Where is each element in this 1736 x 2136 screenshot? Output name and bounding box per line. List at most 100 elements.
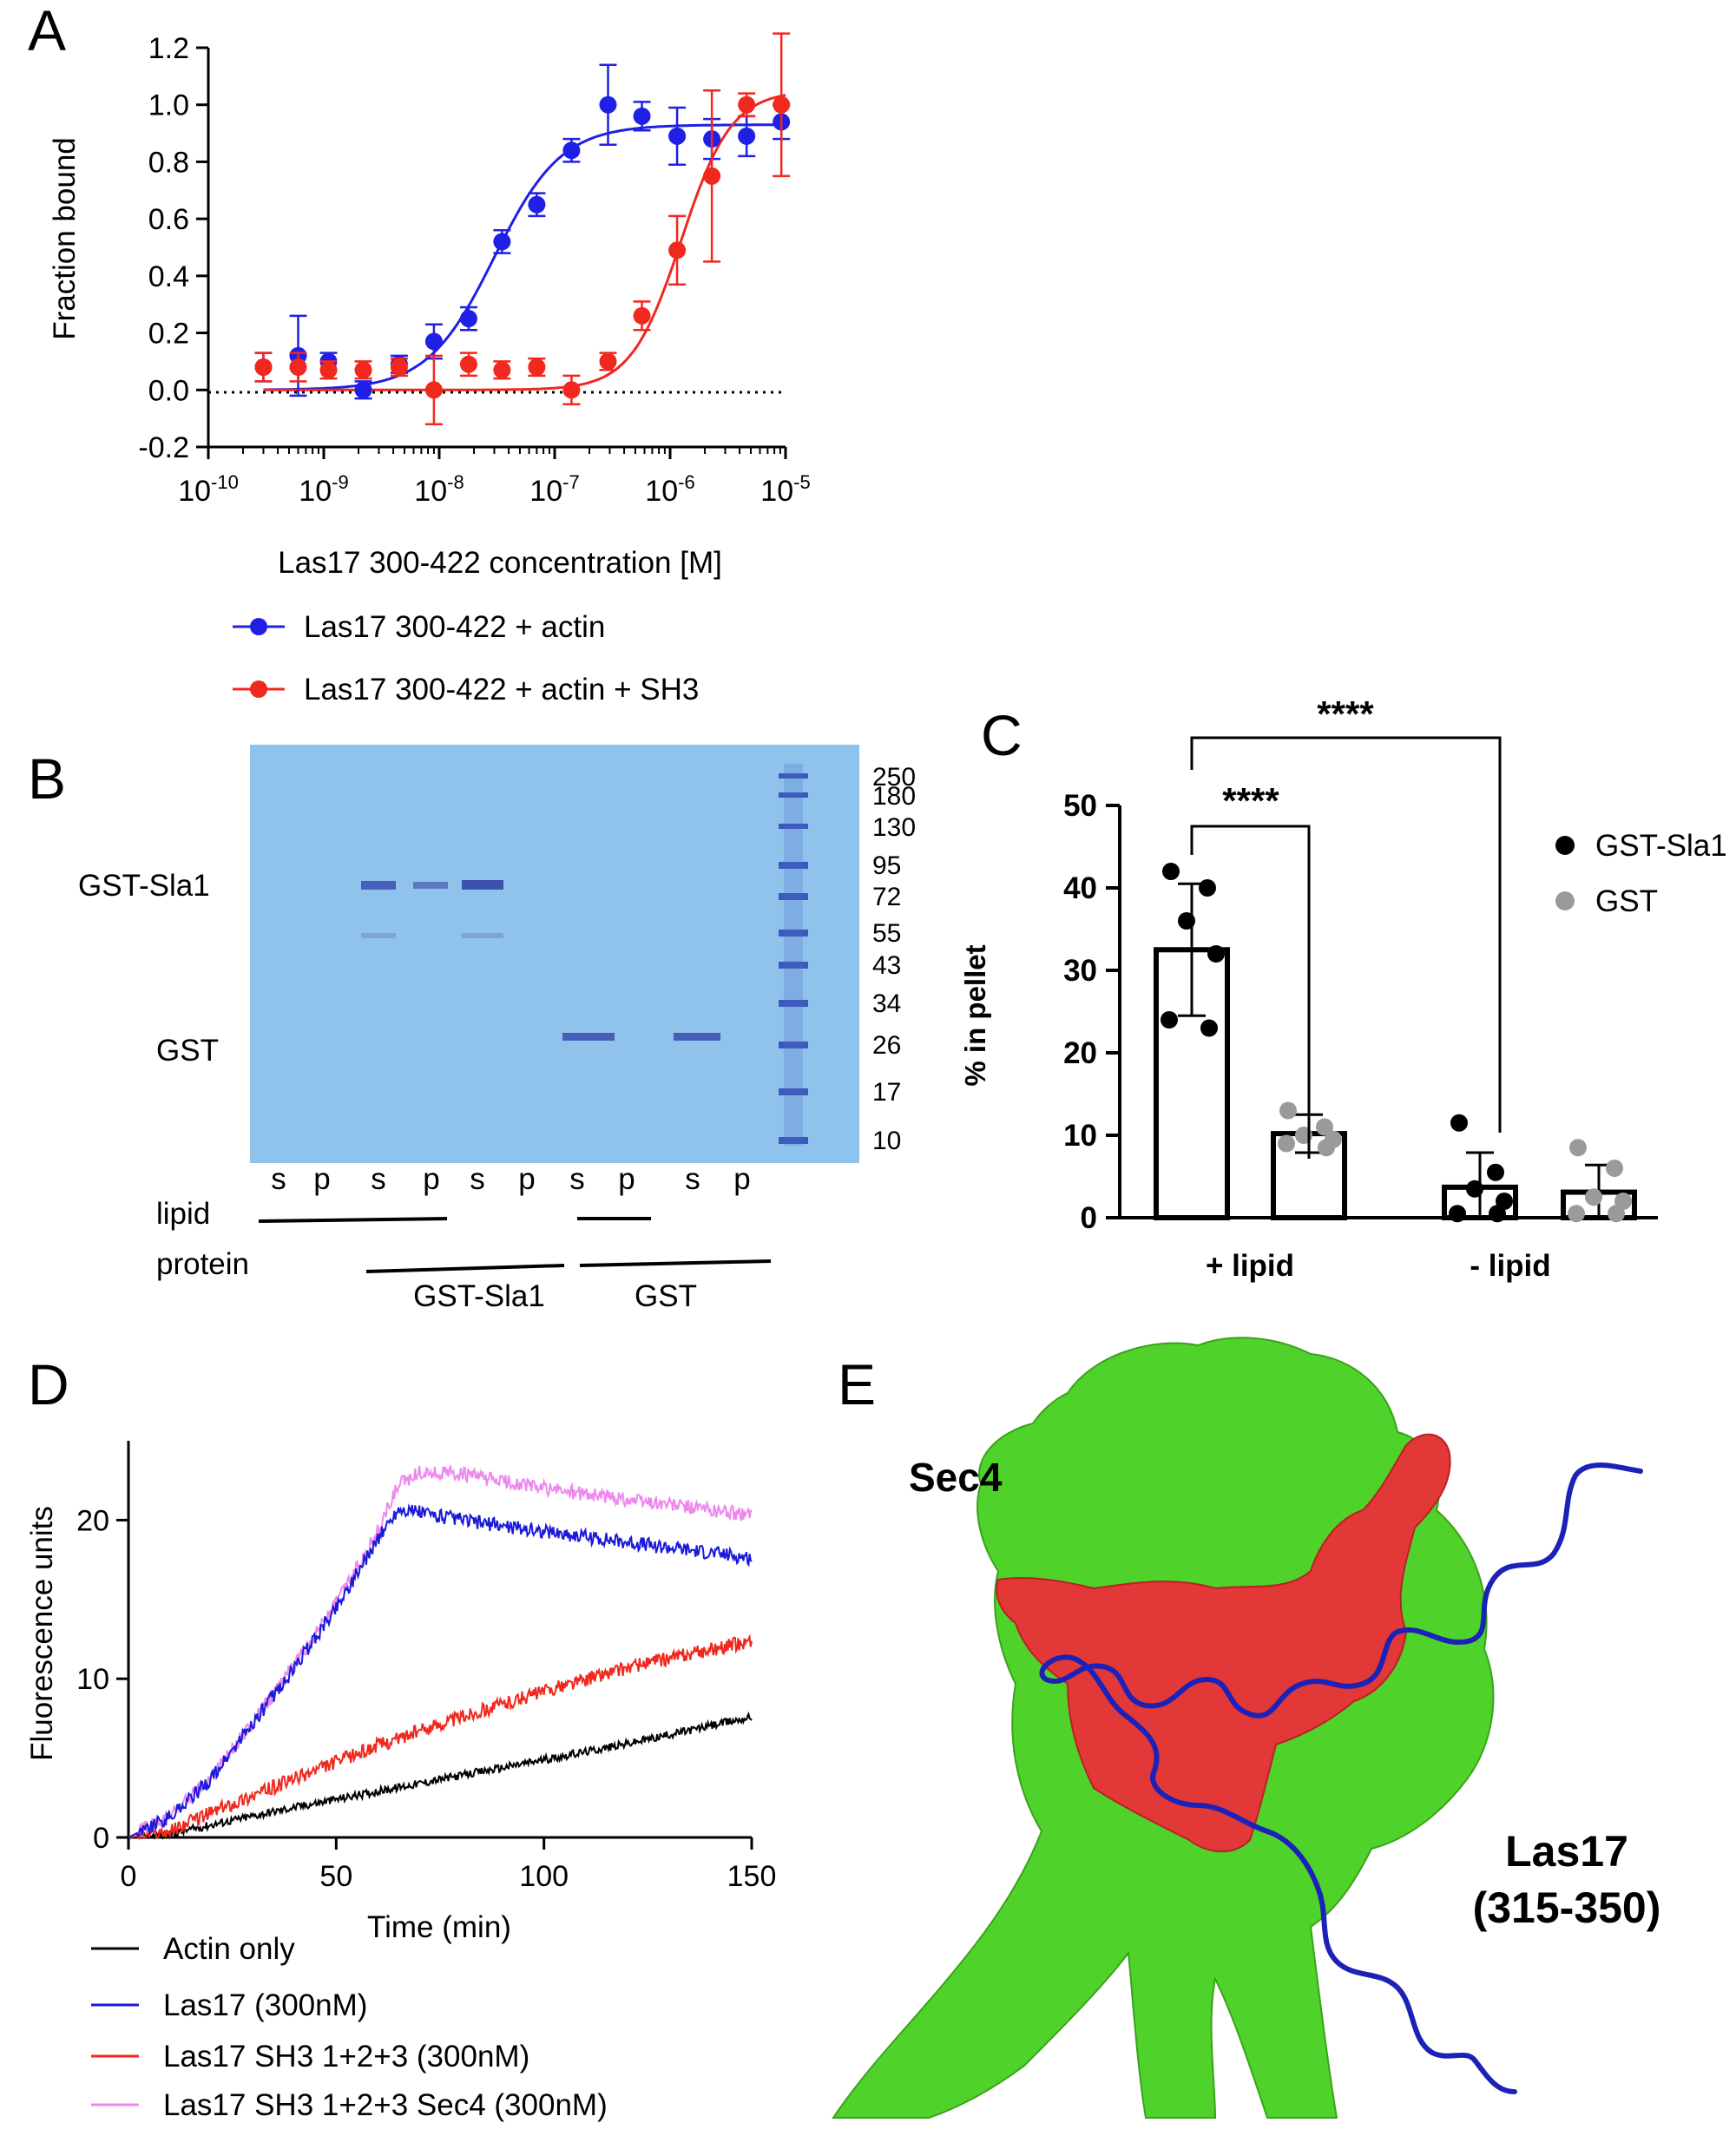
data-point <box>424 381 443 399</box>
data-point <box>1487 1163 1504 1181</box>
y-tick-label: 10 <box>1063 1119 1097 1153</box>
panel-letter-e: E <box>838 1352 876 1416</box>
y-tick-label: 40 <box>1063 871 1097 905</box>
data-point <box>254 358 273 376</box>
significance-bracket <box>1190 825 1311 1159</box>
data-point <box>459 355 477 373</box>
gel-band <box>562 1033 615 1041</box>
x-tick-label: 10-9 <box>299 471 348 508</box>
panel-c-y-axis-label: % in pellet <box>959 944 991 1086</box>
panel-c-group-label: + lipid <box>1206 1249 1294 1283</box>
panel-d-x-axis-label: Time (min) <box>367 1910 511 1944</box>
x-tick-label: 50 <box>319 1860 352 1893</box>
data-point <box>1606 1160 1623 1177</box>
data-point <box>1568 1205 1585 1223</box>
gel-row-label-lipid: lipid <box>156 1197 210 1231</box>
gel-lane-label: p <box>733 1162 750 1196</box>
y-tick-label: 0.8 <box>148 146 189 179</box>
legend-label: Las17 SH3 1+2+3 (300nM) <box>163 2040 529 2074</box>
gel-lane-label: s <box>271 1162 286 1196</box>
panel-d-legend: Actin only Las17 (300nM) Las17 SH3 1+2+3… <box>91 1932 608 2122</box>
data-point <box>319 361 338 379</box>
legend-marker-red <box>250 680 267 698</box>
y-tick-label: 20 <box>1063 1036 1097 1070</box>
gel-lane-label: p <box>618 1162 635 1196</box>
gel-lane-label: s <box>569 1162 585 1196</box>
fit-curve <box>263 94 786 391</box>
gel-lane-label: s <box>371 1162 386 1196</box>
data-point <box>493 233 511 251</box>
series-line <box>128 1503 753 1838</box>
gel-lipid-bar <box>258 1217 448 1223</box>
ladder-band <box>779 1000 808 1007</box>
y-tick-label: 0.6 <box>148 203 189 236</box>
data-point <box>1199 879 1216 897</box>
gel-band <box>462 880 503 890</box>
data-point <box>459 310 477 328</box>
structure-label-residues: (315-350) <box>1473 1883 1661 1932</box>
panel-c-group-label: - lipid <box>1470 1249 1550 1283</box>
gel-marker-label: 72 <box>872 883 901 911</box>
gel-marker-label: 180 <box>872 782 916 811</box>
ladder-band <box>779 1042 808 1048</box>
structure-label-las17: Las17 <box>1505 1827 1628 1876</box>
series-line <box>128 1633 753 1841</box>
ladder-smear <box>784 764 803 1146</box>
data-point <box>354 361 372 379</box>
gel-lane-label: p <box>313 1162 330 1196</box>
gel-label-gst-sla1: GST-Sla1 <box>78 869 210 903</box>
data-point <box>528 195 546 214</box>
legend-marker-grey <box>1555 891 1575 910</box>
legend-label-red: Las17 300-422 + actin + SH3 <box>304 673 699 707</box>
data-point <box>1450 1114 1468 1132</box>
panel-c-legend: GST-Sla1 GST <box>1555 829 1727 918</box>
data-point <box>1569 1139 1587 1157</box>
x-tick-label: 10-6 <box>645 471 694 508</box>
data-point <box>424 332 443 351</box>
significance-stars: **** <box>1317 693 1374 734</box>
gel-marker-label: 43 <box>872 951 901 980</box>
panel-letter-b: B <box>28 746 66 811</box>
legend-label-gst-sla1: GST-Sla1 <box>1595 829 1727 863</box>
gel-band <box>674 1033 720 1041</box>
data-point <box>1585 1188 1602 1206</box>
x-tick-label: 10-8 <box>414 471 464 508</box>
data-point <box>633 107 651 125</box>
panel-a-x-axis-label: Las17 300-422 concentration [M] <box>278 546 722 580</box>
gel-group-label-gst: GST <box>635 1279 697 1313</box>
data-point <box>1316 1118 1333 1136</box>
data-point <box>528 358 546 376</box>
legend-marker-blue <box>250 618 267 635</box>
y-tick-label: 0.4 <box>148 260 189 293</box>
panel-a-chart: -0.2 0.0 0.2 0.4 0.6 0.8 1.0 1.2 10-10 10-9 10-8 1… <box>48 32 811 707</box>
panel-e-structure: Sec4 Las17 (315-350) <box>832 1337 1661 2119</box>
data-point <box>289 358 307 376</box>
data-point <box>1449 1205 1466 1223</box>
gel-marker-label: 250 <box>872 763 916 792</box>
gel-protein-bar <box>365 1264 565 1273</box>
ladder-band <box>779 824 808 829</box>
gel-band <box>361 933 396 938</box>
data-point <box>1207 945 1225 963</box>
y-tick-label: 20 <box>76 1504 109 1537</box>
gel-band <box>413 882 448 889</box>
data-point <box>390 358 408 376</box>
data-point <box>668 127 687 145</box>
legend-label-gst: GST <box>1595 884 1658 918</box>
data-point <box>1608 1205 1625 1223</box>
gel-marker-label: 95 <box>872 851 901 880</box>
ladder-band <box>779 862 808 869</box>
data-point <box>1279 1101 1297 1120</box>
fit-curve <box>263 123 786 391</box>
y-tick-label: 1.0 <box>148 89 189 122</box>
y-tick-label: 10 <box>76 1663 109 1696</box>
ladder-band <box>779 1137 808 1144</box>
data-point <box>738 95 756 114</box>
ladder-band <box>779 792 808 798</box>
ladder-band <box>779 962 808 969</box>
panel-d-chart: 0 50 100 150 0 10 20 Fluorescence units Time (… <box>25 1441 776 2122</box>
ladder-band <box>779 773 808 779</box>
